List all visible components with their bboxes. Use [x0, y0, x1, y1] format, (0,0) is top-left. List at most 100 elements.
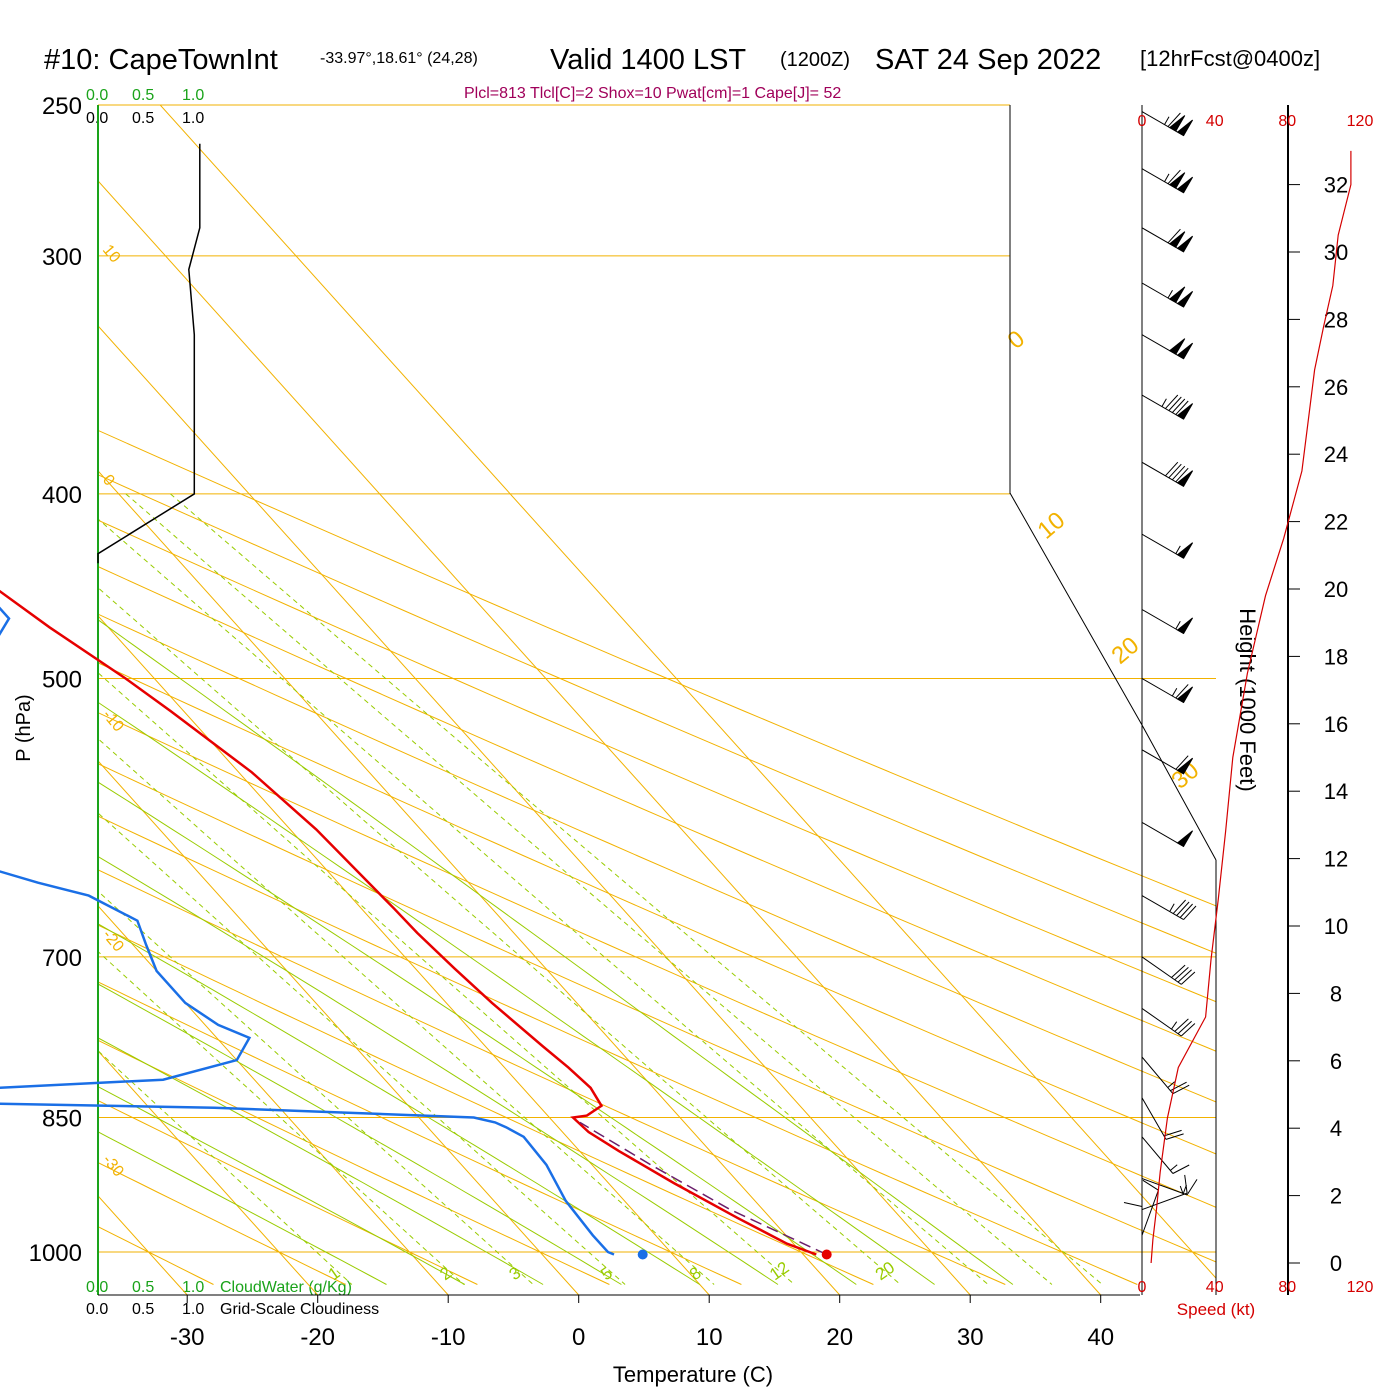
moist-adiabat-line	[98, 983, 622, 1285]
dry-adiabat-label: 10	[99, 242, 124, 267]
isotherm-line	[98, 470, 841, 1295]
x-tick-label: 20	[826, 1324, 853, 1351]
wind-barb-flag	[1175, 400, 1189, 415]
temperature-surface-marker	[821, 1249, 832, 1260]
temperature-line	[0, 589, 817, 1256]
wind-barb-pennant	[1168, 286, 1186, 304]
wind-barb	[1141, 1136, 1174, 1174]
wind-barb-half-flag	[1167, 289, 1173, 299]
mixing-ratio-label: 12	[766, 1258, 792, 1284]
wind-barb-flag	[1175, 755, 1189, 770]
wind-barb-pennant	[1176, 830, 1194, 848]
pressure-tick-label: 500	[42, 667, 82, 694]
speed-tick-label: 120	[1347, 1279, 1374, 1296]
speed-tick-label: 0	[1138, 113, 1147, 130]
moist-adiabat-label: 0	[1003, 325, 1031, 354]
isotherm-line	[98, 905, 449, 1295]
cloudiness-scale-label: 0.0	[86, 1301, 108, 1318]
wind-barb-flag	[1171, 964, 1186, 978]
wind-barb-half-flag	[1169, 903, 1175, 912]
dry-adiabat-line	[98, 712, 1216, 1208]
wind-barb-flag	[1186, 1179, 1198, 1196]
dry-adiabat-label: -20	[99, 927, 127, 956]
wind-barb-pennant	[1176, 291, 1194, 308]
utc-time: (1200Z)	[780, 49, 850, 71]
height-tick-label: 28	[1324, 307, 1348, 332]
mixing-ratio-line	[125, 493, 1053, 1285]
wind-barb-pennant	[1168, 338, 1186, 355]
pressure-tick-label: 300	[42, 244, 82, 271]
cloudiness-scale-label: 1.0	[182, 1301, 204, 1318]
moist-adiabat-line	[98, 1037, 544, 1285]
wind-barb-flag	[1123, 1202, 1143, 1207]
wind-barb-pennant	[1176, 686, 1194, 704]
dry-adiabat-line	[98, 924, 874, 1285]
wind-barb-flag	[1167, 169, 1181, 185]
wind-barb-pennant	[1176, 176, 1194, 194]
wind-barb	[1141, 227, 1184, 253]
height-tick-label: 20	[1324, 577, 1348, 602]
mixing-ratio-line	[98, 587, 901, 1285]
wind-barb-flag	[1180, 971, 1196, 985]
wind-barb-flag	[1172, 1084, 1190, 1095]
wind-barb-half-flag	[1164, 116, 1170, 125]
dry-adiabat-line	[98, 869, 1006, 1285]
height-tick-label: 4	[1330, 1116, 1342, 1141]
x-tick-label: -20	[300, 1324, 335, 1351]
wind-barb-half-flag	[1171, 1021, 1178, 1030]
isotherm-line	[98, 180, 1102, 1295]
mixing-ratio-label: 5	[597, 1263, 616, 1284]
mixing-ratio-line	[98, 737, 715, 1285]
wind-barb-half-flag	[1175, 545, 1181, 554]
moist-adiabat-line	[98, 619, 1014, 1285]
height-tick-label: 26	[1324, 375, 1348, 400]
dry-adiabat-line	[98, 763, 1216, 1263]
wind-barb	[1141, 895, 1184, 921]
wind-barb-flag	[1165, 1133, 1184, 1140]
wind-barb-pennant	[1176, 403, 1194, 420]
height-tick-label: 0	[1330, 1251, 1342, 1276]
wind-barb	[1141, 111, 1184, 137]
dry-adiabat-line	[98, 566, 1216, 1052]
wind-barb-flag	[1167, 228, 1181, 244]
wind-barb	[1141, 678, 1184, 703]
height-tick-label: 8	[1330, 981, 1342, 1006]
moist-adiabat-line	[98, 855, 779, 1285]
wind-barb	[1141, 334, 1184, 360]
wind-barb-flag	[1168, 463, 1182, 479]
wind-barb-flag	[1176, 901, 1190, 916]
height-tick-label: 32	[1324, 173, 1348, 198]
mixing-ratio-line	[98, 812, 626, 1285]
height-tick-label: 6	[1330, 1049, 1342, 1074]
wind-barb-half-flag	[1161, 398, 1167, 407]
speed-axis-title: Speed (kt)	[1177, 1300, 1255, 1319]
isotherm-line	[98, 325, 971, 1295]
wind-barb	[1141, 461, 1184, 487]
wind-barb	[1141, 1190, 1159, 1236]
wind-barb-flag	[1175, 684, 1189, 699]
wind-barb-pennant	[1176, 617, 1194, 635]
isotherm-line	[98, 615, 710, 1295]
pressure-tick-label: 700	[42, 945, 82, 972]
dry-adiabat-line	[98, 981, 742, 1285]
wind-barb	[1141, 533, 1184, 559]
cloud-scale-bottom: 0.0 0.5 1.0 CloudWater (g/Kg) 0.0 0.5 1.…	[86, 1279, 379, 1318]
speed-tick-label: 40	[1206, 1279, 1224, 1296]
dry-adiabat-line	[98, 1099, 478, 1285]
stability-indices: Plcl=813 Tlcl[C]=2 Shox=10 Pwat[cm]=1 Ca…	[464, 85, 841, 102]
wind-barb	[1141, 956, 1182, 985]
speed-tick-label: 120	[1347, 113, 1374, 130]
wind-barb-flag	[1171, 398, 1186, 413]
cloudiness-scale-label: 0.5	[132, 1301, 154, 1318]
x-axis-title: Temperature (C)	[613, 1362, 773, 1387]
mixing-ratio-line	[98, 1050, 353, 1285]
cloudiness-scale-label: 0.5	[132, 110, 154, 127]
moist-adiabat-label: 10	[1033, 507, 1071, 545]
wind-panel-frame	[1009, 492, 1217, 861]
wind-barb-pennant	[1176, 542, 1194, 559]
height-tick-label: 18	[1324, 644, 1348, 669]
height-tick-label: 14	[1324, 779, 1348, 804]
wind-barb	[1141, 821, 1184, 847]
wind-barb	[1141, 1097, 1167, 1140]
